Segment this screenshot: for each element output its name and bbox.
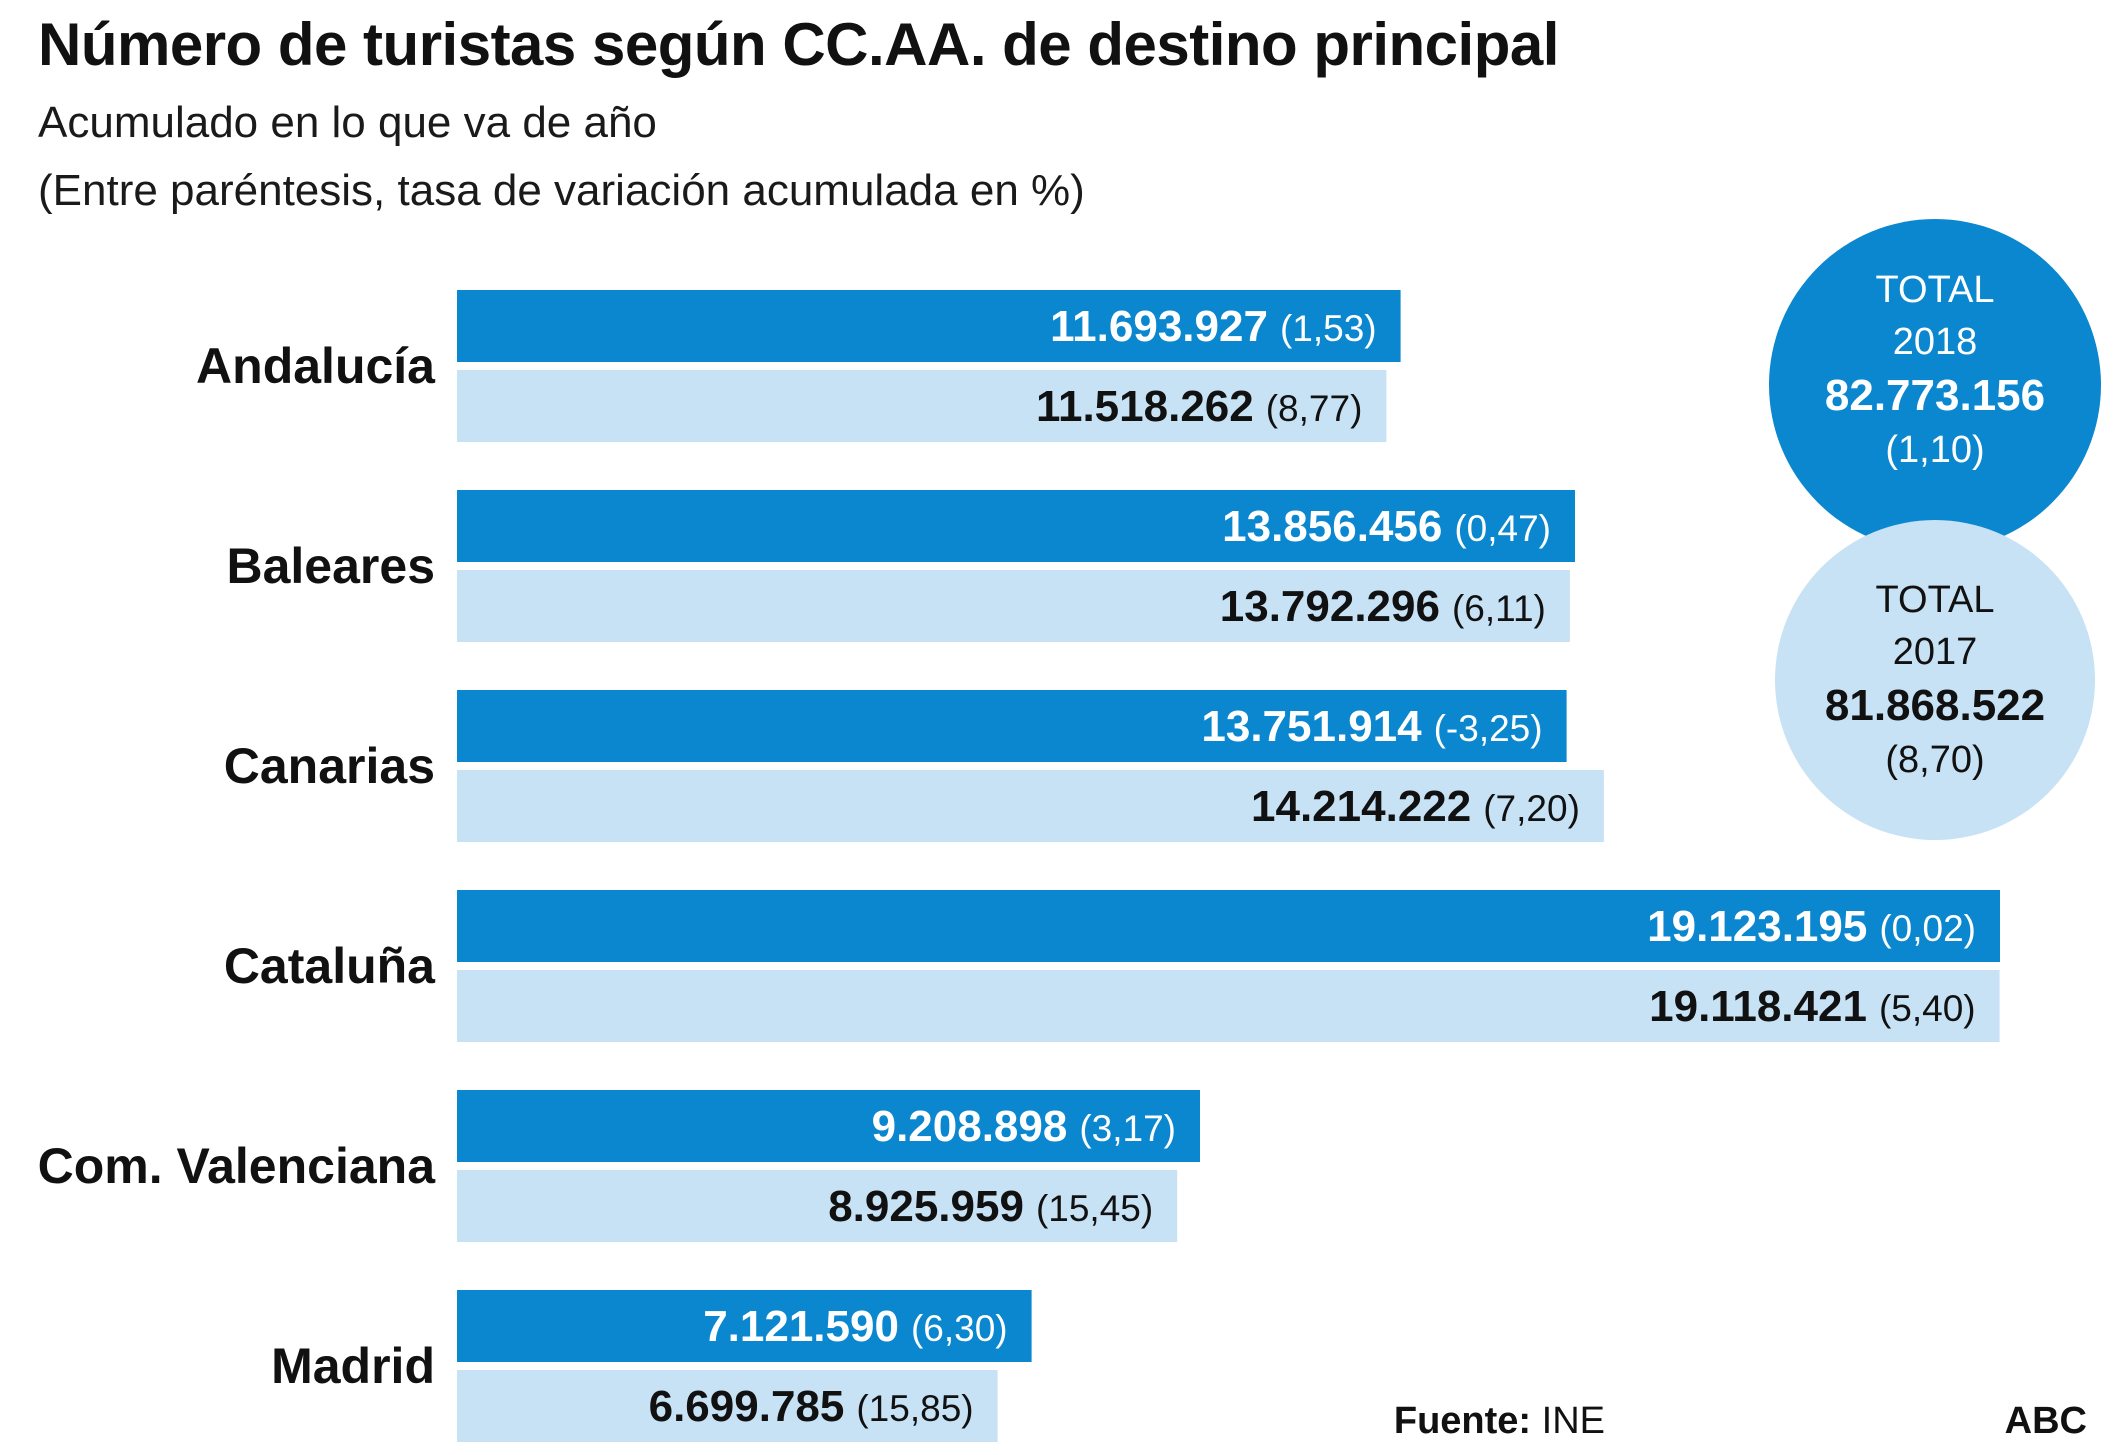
bar-madrid-series-1 [457,1290,1032,1362]
bar-andalucia-series-1 [457,290,1401,362]
data-value-madrid-series-2: 6.699.785 [649,1382,845,1431]
total-2018-rate: (1,10) [1885,429,1985,471]
data-value-cataluna-series-2: 19.118.421 [1649,982,1867,1031]
data-rate-baleares-series-1: (0,47) [1454,508,1551,549]
data-rate-cataluna-series-2: (5,40) [1879,988,1976,1029]
total-2017-summary: TOTAL 2017 81.868.522 (8,70) [1770,574,2100,786]
total-2017-label: TOTAL [1875,579,1995,621]
total-2018-value: 82.773.156 [1824,371,2046,420]
bar-cataluna-series-2 [457,970,2000,1042]
source-value: INE [1541,1400,1605,1442]
data-rate-madrid-series-2: (15,85) [856,1388,973,1429]
data-label-com-valenciana-series-2: 8.925.959 (15,45) [828,1182,1153,1231]
data-label-andalucia-series-1: 11.693.927 (1,53) [1050,302,1376,351]
category-label-cataluna: Cataluña [224,938,436,994]
data-label-baleares-series-1: 13.856.456 (0,47) [1222,502,1551,551]
data-rate-canarias-series-2: (7,20) [1483,788,1580,829]
bar-cataluna-series-1 [457,890,2000,962]
data-rate-andalucia-series-2: (8,77) [1266,388,1363,429]
category-label-madrid: Madrid [271,1338,435,1394]
data-value-cataluna-series-1: 19.123.195 [1647,902,1867,951]
data-label-madrid-series-2: 6.699.785 (15,85) [649,1382,974,1431]
category-label-com-valenciana: Com. Valenciana [38,1138,437,1194]
data-value-com-valenciana-series-2: 8.925.959 [828,1182,1024,1231]
data-label-andalucia-series-2: 11.518.262 (8,77) [1036,382,1362,431]
data-rate-cataluna-series-1: (0,02) [1879,908,1976,949]
total-2018-year: 2018 [1892,321,1978,363]
bar-canarias-series-1 [457,690,1567,762]
total-2017-value: 81.868.522 [1824,681,2046,730]
source-note: Fuente: INE [1394,1400,1605,1443]
total-2018-label: TOTAL [1875,269,1995,311]
data-label-com-valenciana-series-1: 9.208.898 (3,17) [872,1102,1176,1151]
data-label-baleares-series-2: 13.792.296 (6,11) [1220,582,1546,631]
bar-madrid-series-2 [457,1370,998,1442]
category-label-canarias: Canarias [224,738,435,794]
bars-layer: Andalucía 11.693.927 (1,53) 11.518.262 (8,77… [38,290,2000,1442]
bar-com-valenciana-series-2 [457,1170,1178,1242]
brand-logo: ABC [2004,1400,2087,1442]
category-label-baleares: Baleares [227,538,436,594]
chart-title: Número de turistas según CC.AA. de desti… [38,11,1559,78]
total-2017-year: 2017 [1892,631,1978,673]
data-rate-madrid-series-1: (6,30) [911,1308,1008,1349]
data-label-cataluna-series-1: 19.123.195 (0,02) [1647,902,1976,951]
bar-andalucia-series-2 [457,370,1387,442]
data-value-com-valenciana-series-1: 9.208.898 [872,1102,1068,1151]
data-value-baleares-series-1: 13.856.456 [1222,502,1442,551]
data-value-baleares-series-2: 13.792.296 [1220,582,1440,631]
bar-com-valenciana-series-1 [457,1090,1200,1162]
total-2017-rate: (8,70) [1885,739,1985,781]
source-label: Fuente: [1393,1400,1532,1442]
total-2018-summary: TOTAL 2018 82.773.156 (1,10) [1770,264,2100,476]
data-rate-com-valenciana-series-1: (3,17) [1079,1108,1176,1149]
data-value-madrid-series-1: 7.121.590 [703,1302,899,1351]
data-label-canarias-series-2: 14.214.222 (7,20) [1251,782,1580,831]
total-2018-circle [1769,219,2101,551]
data-rate-canarias-series-1: (-3,25) [1434,708,1543,749]
data-label-madrid-series-1: 7.121.590 (6,30) [703,1302,1007,1351]
data-rate-com-valenciana-series-2: (15,45) [1036,1188,1153,1229]
data-value-andalucia-series-2: 11.518.262 [1036,382,1254,431]
category-label-andalucia: Andalucía [196,338,436,394]
total-2017-circle [1775,520,2095,840]
chart-subtitle-note: (Entre paréntesis, tasa de variación acu… [38,166,1085,215]
data-label-canarias-series-1: 13.751.914 (-3,25) [1201,702,1542,751]
bar-baleares-series-2 [457,570,1570,642]
data-value-andalucia-series-1: 11.693.927 [1050,302,1268,351]
chart-subtitle: Acumulado en lo que va de año [38,98,657,147]
data-rate-andalucia-series-1: (1,53) [1280,308,1377,349]
data-label-cataluna-series-2: 19.118.421 (5,40) [1649,982,1975,1031]
data-value-canarias-series-2: 14.214.222 [1251,782,1471,831]
data-rate-baleares-series-2: (6,11) [1452,588,1546,629]
bar-canarias-series-2 [457,770,1604,842]
bar-baleares-series-1 [457,490,1575,562]
data-value-canarias-series-1: 13.751.914 [1201,702,1422,751]
